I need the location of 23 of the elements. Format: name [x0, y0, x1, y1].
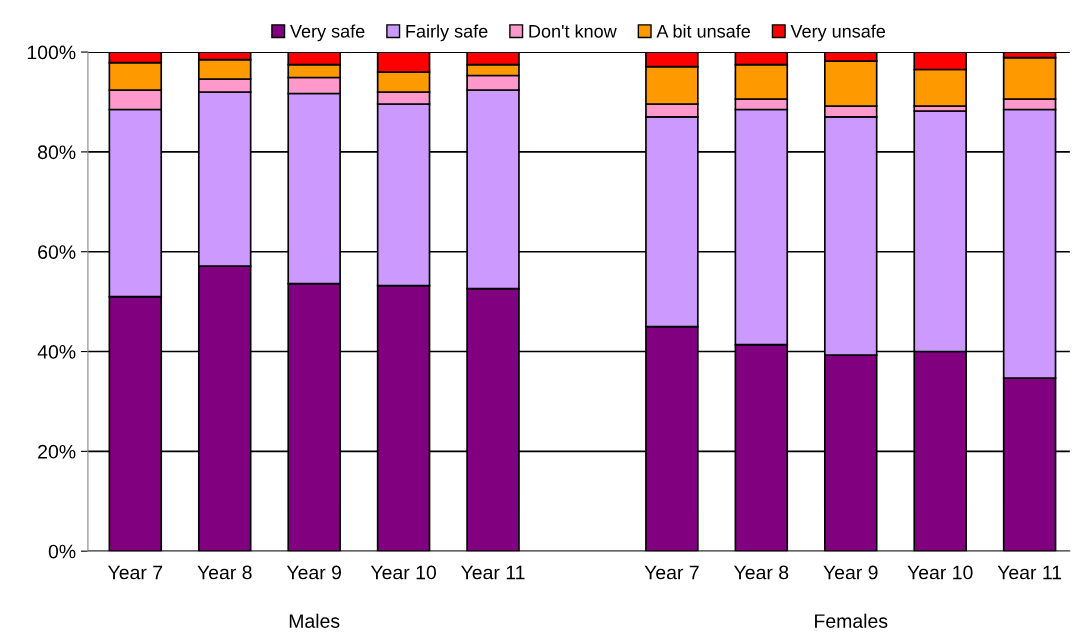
x-tick-label: Year 9 — [823, 565, 878, 580]
x-tick-label: Year 8 — [733, 565, 789, 580]
y-tick-label: 20% — [38, 444, 76, 459]
x-tick-label: Year 7 — [107, 565, 163, 580]
legend-label: A bit unsafe — [656, 24, 750, 38]
legend-label: Very unsafe — [790, 24, 886, 42]
y-tick-label: 60% — [38, 245, 76, 259]
legend-label: Very safe — [290, 24, 365, 42]
legend-label: Don't know — [529, 24, 617, 38]
x-tick-label: Year 11 — [997, 565, 1062, 580]
x-tick-label: Year 10 — [370, 565, 436, 580]
y-tick-label: 100% — [27, 45, 76, 60]
text: Females — [815, 613, 888, 628]
x-tick-label: Year 8 — [197, 565, 252, 580]
x-tick-label: Year 10 — [907, 565, 973, 580]
legend-label: Fairly safe — [406, 24, 488, 42]
text: Males — [289, 613, 340, 628]
x-tick-label: Year 7 — [644, 565, 699, 580]
x-tick-label: Year 11 — [461, 565, 525, 580]
y-tick-label: 0% — [48, 544, 76, 559]
y-tick-label: 40% — [37, 345, 76, 359]
x-tick-label: Year 9 — [286, 565, 341, 580]
y-tick-label: 80% — [38, 145, 76, 160]
